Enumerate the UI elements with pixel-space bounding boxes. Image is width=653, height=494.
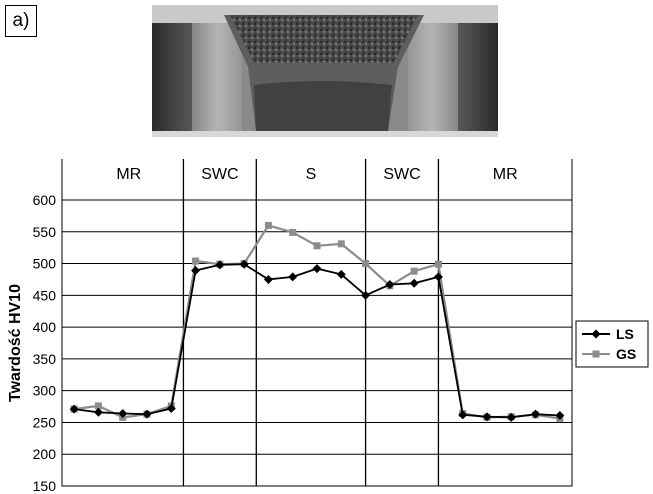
series-gs (70, 221, 564, 423)
legend-box (575, 320, 649, 368)
panel-label: a) (5, 5, 37, 37)
ls-point (555, 410, 565, 420)
gs-point (362, 260, 370, 268)
ls-point (191, 266, 201, 276)
zone-label: S (306, 166, 317, 183)
zone-label: SWC (201, 166, 238, 183)
series-line-ls (73, 263, 560, 419)
ls-point (531, 409, 541, 419)
ls-point (312, 264, 322, 274)
y-tick-label: 450 (33, 287, 57, 303)
y-tick-label: 550 (33, 224, 57, 240)
zone-label: MR (493, 166, 518, 183)
ls-point (93, 407, 103, 417)
ls-point (482, 412, 492, 422)
ls-point (118, 409, 128, 419)
gs-point (434, 260, 442, 268)
gs-point (410, 267, 418, 275)
y-tick-label: 300 (33, 383, 57, 399)
plot-frame (61, 199, 573, 487)
ls-point (458, 410, 468, 420)
legend-label-gs: GS (616, 346, 636, 362)
gs-point (337, 240, 345, 248)
gs-point (289, 228, 297, 236)
ls-point (385, 280, 395, 290)
zone-dividers: MR SWC S SWC MR (61, 159, 573, 486)
zone-label: SWC (383, 166, 420, 183)
ls-point (361, 290, 371, 300)
ls-point (142, 409, 152, 419)
gs-point (192, 257, 200, 265)
ls-point (166, 403, 176, 413)
series-layer (69, 221, 565, 423)
y-tick-label: 500 (33, 256, 57, 272)
y-tick-label: 200 (33, 446, 57, 462)
ls-point (506, 412, 516, 422)
y-tick-label: 400 (33, 319, 57, 335)
ls-point (433, 272, 443, 282)
legend-label-ls: LS (616, 326, 634, 342)
gs-point (264, 221, 272, 229)
gs-point (313, 242, 321, 250)
y-tick-label: 600 (33, 192, 57, 208)
series-line-gs (73, 224, 561, 420)
series-ls (69, 259, 565, 422)
y-tick-label: 250 (33, 414, 57, 430)
zone-label: MR (116, 166, 141, 183)
ls-point (215, 260, 225, 270)
ls-point (263, 274, 273, 284)
legend-marker-ls (591, 329, 601, 339)
weld-cross-section-photo (152, 5, 498, 143)
gs-point (94, 402, 102, 410)
ls-point (409, 278, 419, 288)
ls-point (239, 259, 249, 269)
ls-point (69, 404, 79, 414)
y-tick-labels: 150 200 250 300 350 400 450 500 550 600 (33, 192, 57, 494)
ls-point (288, 272, 298, 282)
legend: LS GS (575, 320, 649, 368)
ls-point (336, 269, 346, 279)
y-axis-title: Twardość HV10 (7, 284, 24, 402)
y-tick-label: 150 (33, 478, 57, 494)
y-tick-label: 350 (33, 351, 57, 367)
legend-marker-gs (592, 350, 600, 358)
